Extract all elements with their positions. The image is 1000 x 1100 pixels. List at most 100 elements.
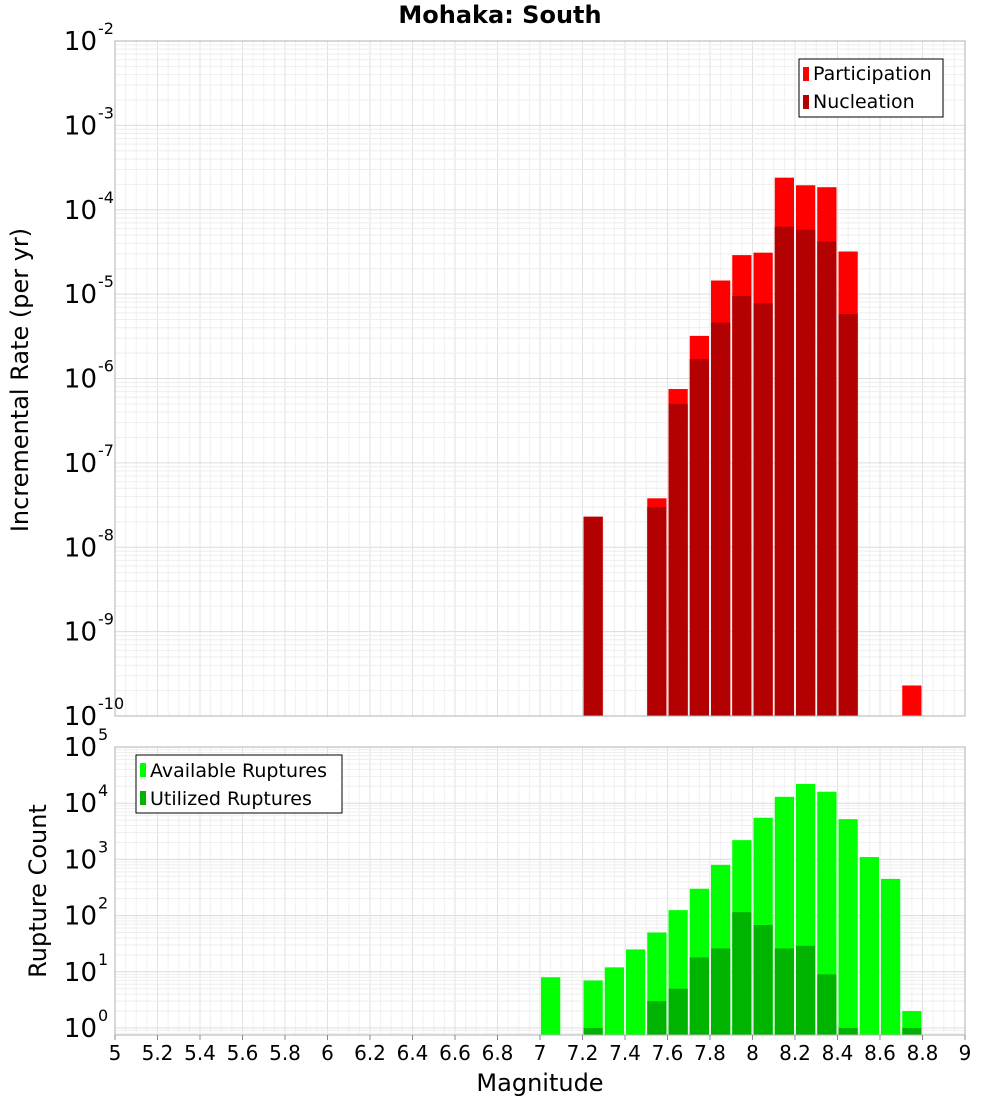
bar-nucleation: [647, 506, 667, 716]
x-tick-label: 5.4: [184, 1041, 216, 1065]
top-plot-frame: [114, 40, 966, 717]
bar-nucleation: [711, 322, 731, 716]
top-y-axis-label: Incremental Rate (per yr): [6, 228, 34, 532]
bar-utilized-ruptures: [796, 945, 816, 1035]
x-tick-label: 5.8: [269, 1041, 301, 1065]
x-tick-label: 7.4: [609, 1041, 641, 1065]
bottom-y-tick-base: 10: [64, 902, 97, 932]
top-y-tick-base: 10: [64, 280, 97, 310]
bottom-y-tick-exponent: 0: [98, 1006, 108, 1025]
bottom-bars: [541, 783, 922, 1035]
x-tick-label: 7.8: [694, 1041, 726, 1065]
x-tick-label: 5: [109, 1041, 122, 1065]
legend-label-utilized-ruptures: Utilized Ruptures: [150, 788, 312, 810]
top-y-tick-base: 10: [64, 365, 97, 395]
bottom-legend-box: [135, 754, 343, 814]
bottom-y-tick-base: 10: [64, 958, 97, 988]
bar-utilized-ruptures: [774, 948, 794, 1035]
top-bars: [583, 177, 922, 717]
bar-nucleation: [838, 314, 858, 716]
chart-title: Mohaka: South: [398, 1, 601, 29]
bar-available-ruptures: [817, 791, 837, 1035]
bottom-y-tick-exponent: 1: [98, 950, 108, 969]
bar-available-ruptures: [838, 819, 858, 1035]
bar-available-ruptures: [881, 878, 901, 1035]
bottom-y-tick-exponent: 2: [98, 894, 108, 913]
x-tick-label: 5.6: [227, 1041, 259, 1065]
bar-available-ruptures: [541, 977, 561, 1035]
legend-label-participation: Participation: [813, 63, 932, 85]
x-tick-label: 6.4: [397, 1041, 429, 1065]
top-y-tick-exponent: -2: [98, 19, 114, 38]
x-tick-label: 6.2: [354, 1041, 386, 1065]
bar-utilized-ruptures: [753, 924, 773, 1035]
top-y-tick-base: 10: [64, 533, 97, 563]
legend-swatch-nucleation: [803, 95, 809, 109]
x-tick-label: 8.4: [822, 1041, 854, 1065]
legend-swatch-available-ruptures: [140, 763, 146, 777]
bar-utilized-ruptures: [711, 948, 731, 1035]
top-y-tick-base: 10: [64, 196, 97, 226]
bottom-y-tick-base: 10: [64, 845, 97, 875]
top-y-tick-exponent: -5: [98, 272, 114, 291]
bar-nucleation: [732, 296, 752, 716]
top-y-tick-exponent: -4: [98, 188, 114, 207]
top-y-tick-base: 10: [64, 449, 97, 479]
bar-utilized-ruptures: [902, 1027, 922, 1035]
bar-utilized-ruptures: [732, 912, 752, 1035]
x-tick-label: 7.2: [567, 1041, 599, 1065]
bottom-x-ticks: 5 5.2 5.4 5.6 5.8 6 6.2 6.4 6.6 6.8 7 7.2 7.4 7.6 7.8 8…: [109, 1035, 972, 1065]
x-tick-label: 8.2: [779, 1041, 811, 1065]
top-y-tick-exponent: -9: [98, 610, 114, 629]
top-y-tick-base: 10: [64, 27, 97, 57]
x-tick-label: 5.2: [142, 1041, 174, 1065]
top-y-tick-exponent: -3: [98, 103, 114, 122]
bar-participation: [902, 685, 922, 716]
x-tick-label: 9: [959, 1041, 972, 1065]
bottom-y-axis-label: Rupture Count: [24, 804, 52, 978]
x-tick-label: 8: [746, 1041, 759, 1065]
bar-available-ruptures: [626, 949, 646, 1035]
top-y-tick-exponent: -8: [98, 525, 114, 544]
top-y-tick-base: 10: [64, 618, 97, 648]
bar-available-ruptures: [604, 967, 624, 1035]
bar-utilized-ruptures: [689, 957, 709, 1035]
top-y-tick-exponent: -6: [98, 357, 114, 376]
x-tick-label: 8.8: [907, 1041, 939, 1065]
bar-utilized-ruptures: [668, 988, 688, 1035]
bar-nucleation: [689, 359, 709, 716]
bar-nucleation: [774, 226, 794, 716]
bar-available-ruptures: [583, 980, 603, 1035]
bar-utilized-ruptures: [838, 1027, 858, 1035]
bottom-y-tick-base: 10: [64, 1014, 97, 1044]
top-gridlines: [114, 41, 966, 717]
bottom-y-tick-exponent: 5: [98, 725, 108, 744]
bar-nucleation: [817, 241, 837, 717]
bar-available-ruptures: [859, 857, 879, 1035]
top-y-tick-exponent: -10: [98, 694, 124, 713]
bottom-y-tick-base: 10: [64, 733, 97, 763]
bar-nucleation: [796, 229, 816, 717]
x-axis-label: Magnitude: [476, 1069, 603, 1097]
legend-label-available-ruptures: Available Ruptures: [150, 760, 327, 782]
bar-nucleation: [668, 403, 688, 716]
bottom-y-tick-exponent: 4: [98, 781, 108, 800]
x-tick-label: 7.6: [652, 1041, 684, 1065]
bar-nucleation: [583, 516, 603, 716]
legend-label-nucleation: Nucleation: [813, 91, 915, 113]
bar-utilized-ruptures: [583, 1027, 603, 1035]
x-tick-label: 7: [534, 1041, 547, 1065]
bar-nucleation: [753, 303, 773, 716]
bottom-y-tick-base: 10: [64, 789, 97, 819]
top-y-tick-exponent: -7: [98, 441, 114, 460]
bottom-y-tick-exponent: 3: [98, 837, 108, 856]
x-tick-label: 6: [321, 1041, 334, 1065]
top-legend: Participation Nucleation: [798, 58, 944, 118]
legend-swatch-utilized-ruptures: [140, 791, 146, 805]
bottom-legend: Available Ruptures Utilized Ruptures: [135, 754, 343, 814]
